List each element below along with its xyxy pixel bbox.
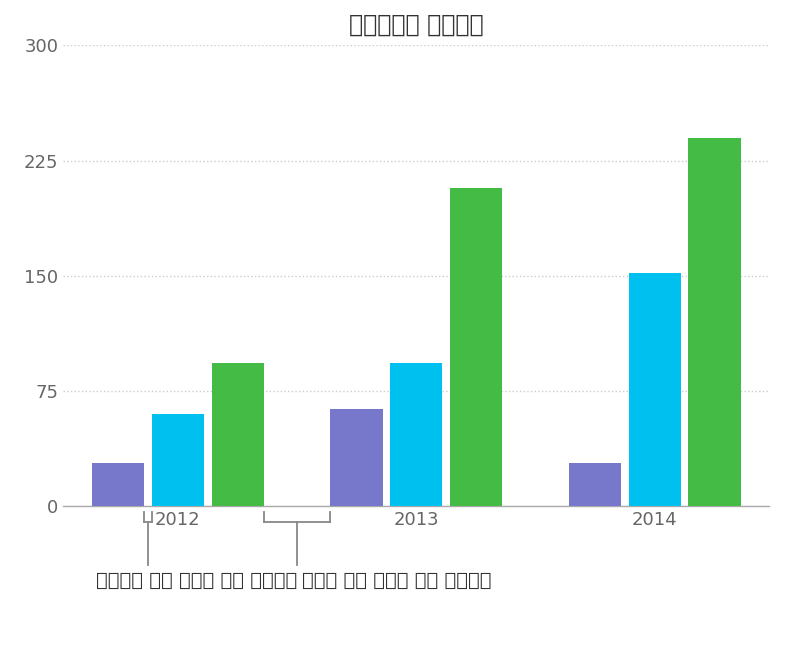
Bar (212, 363, 264, 506)
Bar (450, 188, 502, 506)
Bar (331, 410, 382, 506)
Bar (569, 463, 621, 506)
Bar (151, 414, 204, 506)
Bar (688, 138, 741, 506)
Text: कॉलम के बीच का अंतर: कॉलम के बीच का अंतर (96, 570, 297, 590)
Text: सेट के बीच का अंतर: सेट के बीच का अंतर (302, 570, 492, 590)
Title: स्तंभ चार्‍: स्तंभ चार्‍ (349, 12, 484, 36)
Bar (629, 273, 681, 506)
Bar (390, 363, 442, 506)
Bar (92, 463, 144, 506)
